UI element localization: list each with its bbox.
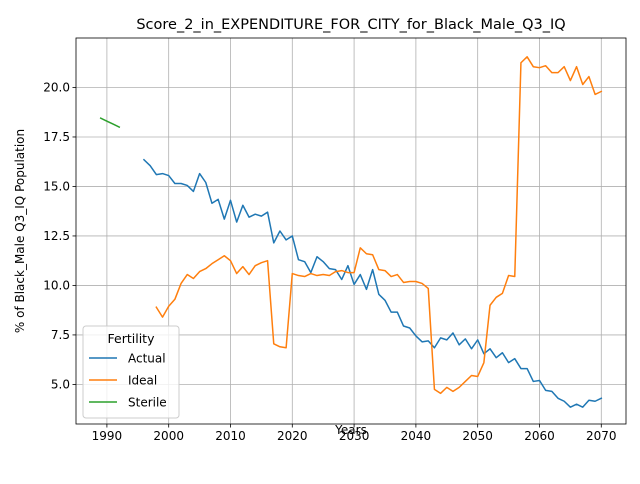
y-tick-label: 17.5 — [43, 130, 70, 144]
series-line-actual — [142, 158, 603, 408]
y-axis-label: % of Black_Male Q3_IQ Population — [13, 129, 27, 333]
series-line-ideal — [155, 56, 603, 395]
chart-title: Score_2_in_EXPENDITURE_FOR_CITY_for_Blac… — [136, 17, 565, 33]
y-tick-label: 5.0 — [51, 377, 70, 391]
x-tick-label: 2010 — [215, 429, 246, 443]
series-lines — [99, 56, 603, 408]
grid — [76, 38, 626, 424]
x-tick-label: 2040 — [401, 429, 432, 443]
x-tick-label: 1990 — [92, 429, 123, 443]
x-tick-label: 2070 — [586, 429, 617, 443]
y-tick-label: 12.5 — [43, 229, 70, 243]
x-tick-label: 2020 — [277, 429, 308, 443]
series-line-sterile — [99, 117, 121, 129]
legend-box — [82, 325, 180, 419]
y-tick-label: 15.0 — [43, 179, 70, 193]
legend: Fertility Actual Ideal Sterile — [82, 325, 180, 419]
x-tick-label: 2030 — [339, 429, 370, 443]
legend-label: Ideal — [128, 374, 157, 388]
y-tick-label: 10.0 — [43, 278, 70, 292]
legend-title: Fertility — [108, 331, 156, 346]
legend-entries: Actual Ideal Sterile — [89, 352, 167, 410]
x-axis-ticks: 1990 2000 2010 2020 2030 2040 2050 2060 2070 — [92, 424, 617, 443]
legend-entry-actual: Actual — [89, 352, 166, 366]
legend-label: Actual — [128, 352, 166, 366]
x-axis-label: Years — [334, 423, 367, 437]
legend-entry-sterile: Sterile — [89, 396, 167, 410]
y-tick-label: 20.0 — [43, 80, 70, 94]
x-tick-label: 2000 — [153, 429, 184, 443]
x-tick-label: 2050 — [462, 429, 493, 443]
legend-entry-ideal: Ideal — [89, 374, 157, 388]
y-tick-label: 7.5 — [51, 328, 70, 342]
x-tick-label: 2060 — [524, 429, 555, 443]
y-axis-ticks: 5.0 7.5 10.0 12.5 15.0 17.5 20.0 — [43, 80, 76, 391]
plot-frame — [75, 37, 627, 425]
legend-label: Sterile — [128, 396, 167, 410]
